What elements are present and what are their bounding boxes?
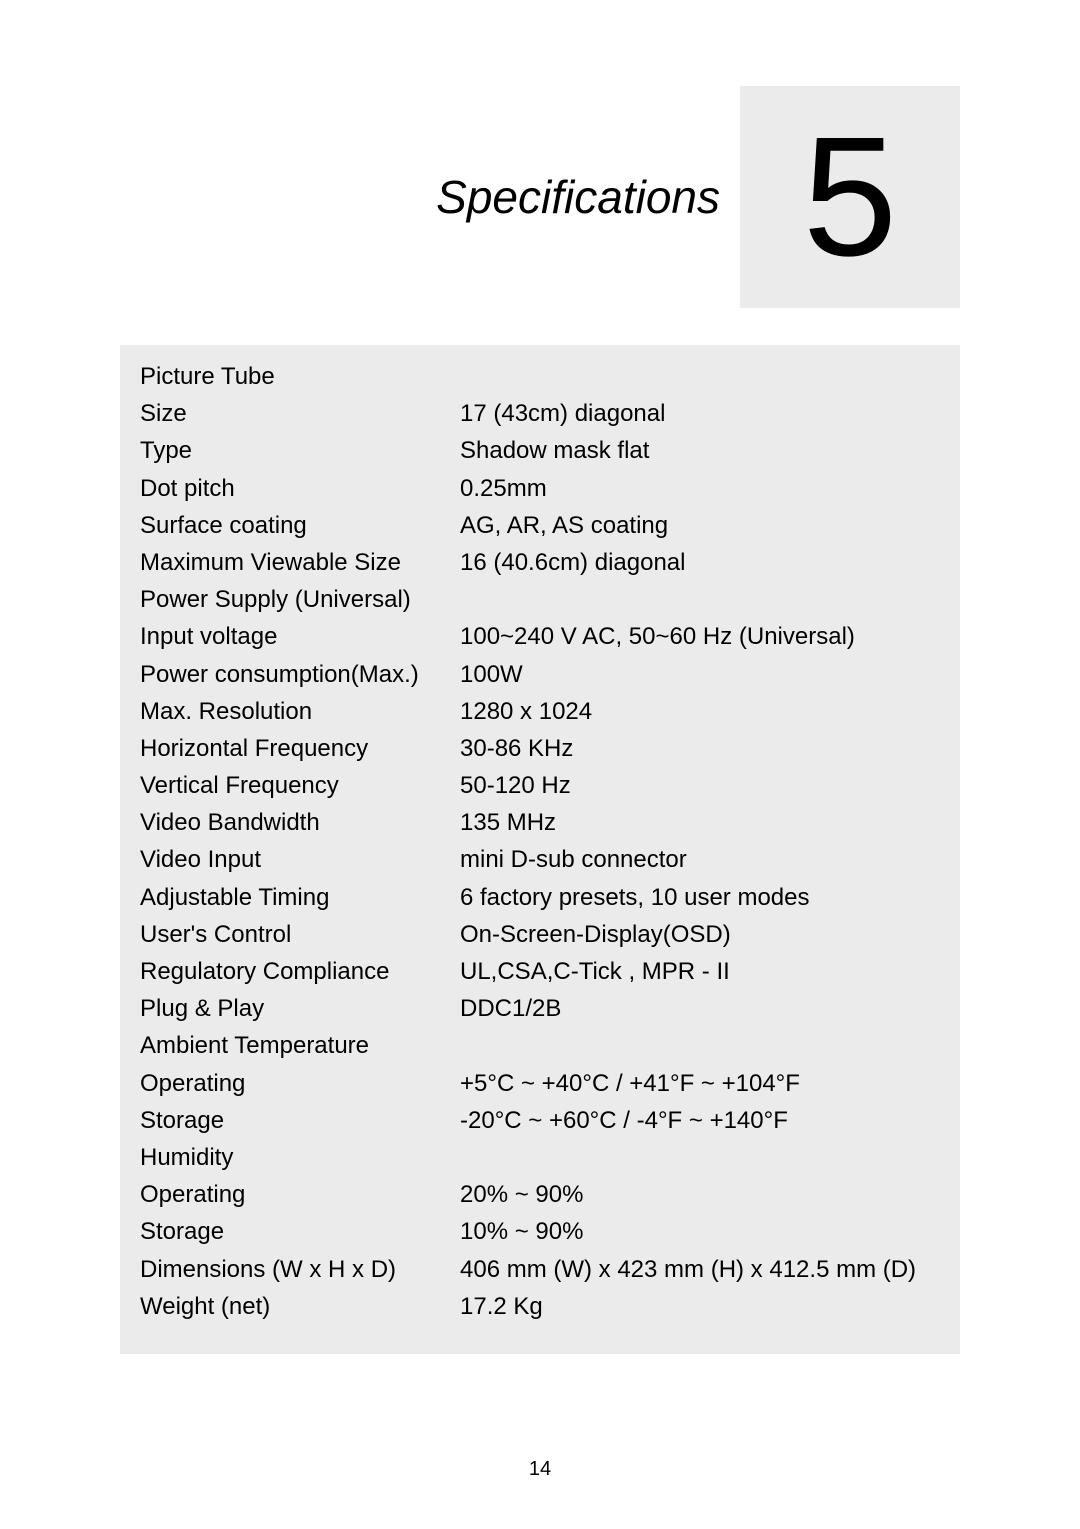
spec-row: Size17 (43cm) diagonal [140, 398, 940, 429]
spec-row: Maximum Viewable Size16 (40.6cm) diagona… [140, 547, 940, 578]
specifications-table: Picture TubeSize17 (43cm) diagonalTypeSh… [120, 345, 960, 1354]
spec-label: Operating [140, 1179, 460, 1210]
spec-label: Maximum Viewable Size [140, 547, 460, 578]
page-number: 14 [529, 1458, 551, 1481]
spec-row: Storage-20°C ~ +60°C / -4°F ~ +140°F [140, 1105, 940, 1136]
spec-row: Weight (net)17.2 Kg [140, 1291, 940, 1322]
spec-value [460, 1142, 940, 1173]
spec-label: User's Control [140, 919, 460, 950]
spec-value: 100~240 V AC, 50~60 Hz (Universal) [460, 621, 940, 652]
spec-value: +5°C ~ +40°C / +41°F ~ +104°F [460, 1068, 940, 1099]
spec-row: Max. Resolution1280 x 1024 [140, 696, 940, 727]
spec-row: Storage10% ~ 90% [140, 1216, 940, 1247]
spec-row: Power consumption(Max.)100W [140, 659, 940, 690]
spec-label: Surface coating [140, 510, 460, 541]
chapter-title: Specifications [436, 170, 720, 224]
spec-row: Regulatory ComplianceUL,CSA,C-Tick , MPR… [140, 956, 940, 987]
spec-row: Plug & PlayDDC1/2B [140, 993, 940, 1024]
spec-row: Humidity [140, 1142, 940, 1173]
spec-label: Plug & Play [140, 993, 460, 1024]
spec-row: Ambient Temperature [140, 1030, 940, 1061]
spec-row: Operating20% ~ 90% [140, 1179, 940, 1210]
spec-label: Size [140, 398, 460, 429]
spec-row: Adjustable Timing6 factory presets, 10 u… [140, 882, 940, 913]
spec-label: Input voltage [140, 621, 460, 652]
spec-label: Storage [140, 1216, 460, 1247]
spec-label: Power Supply (Universal) [140, 584, 460, 615]
spec-value: 50-120 Hz [460, 770, 940, 801]
spec-value: AG, AR, AS coating [460, 510, 940, 541]
spec-label: Weight (net) [140, 1291, 460, 1322]
spec-label: Vertical Frequency [140, 770, 460, 801]
spec-row: Surface coatingAG, AR, AS coating [140, 510, 940, 541]
spec-label: Power consumption(Max.) [140, 659, 460, 690]
spec-label: Regulatory Compliance [140, 956, 460, 987]
chapter-number: 5 [803, 99, 898, 295]
spec-value: 17 (43cm) diagonal [460, 398, 940, 429]
spec-label: Dimensions (W x H x D) [140, 1254, 460, 1285]
spec-label: Picture Tube [140, 361, 460, 392]
spec-row: Operating+5°C ~ +40°C / +41°F ~ +104°F [140, 1068, 940, 1099]
spec-row: Video Bandwidth135 MHz [140, 807, 940, 838]
spec-value: 1280 x 1024 [460, 696, 940, 727]
spec-label: Humidity [140, 1142, 460, 1173]
spec-row: Picture Tube [140, 361, 940, 392]
spec-value: DDC1/2B [460, 993, 940, 1024]
spec-label: Operating [140, 1068, 460, 1099]
spec-value: 10% ~ 90% [460, 1216, 940, 1247]
spec-row: Input voltage100~240 V AC, 50~60 Hz (Uni… [140, 621, 940, 652]
spec-value: On-Screen-Display(OSD) [460, 919, 940, 950]
spec-row: Horizontal Frequency30-86 KHz [140, 733, 940, 764]
spec-value: UL,CSA,C-Tick , MPR - II [460, 956, 940, 987]
spec-value [460, 361, 940, 392]
spec-row: Power Supply (Universal) [140, 584, 940, 615]
spec-value: 17.2 Kg [460, 1291, 940, 1322]
spec-label: Ambient Temperature [140, 1030, 460, 1061]
spec-value: 406 mm (W) x 423 mm (H) x 412.5 mm (D) [460, 1254, 940, 1285]
spec-value: 0.25mm [460, 473, 940, 504]
spec-label: Video Bandwidth [140, 807, 460, 838]
spec-value: 135 MHz [460, 807, 940, 838]
spec-value [460, 584, 940, 615]
spec-value: Shadow mask flat [460, 435, 940, 466]
spec-label: Adjustable Timing [140, 882, 460, 913]
spec-row: Vertical Frequency50-120 Hz [140, 770, 940, 801]
spec-value: 6 factory presets, 10 user modes [460, 882, 940, 913]
spec-label: Max. Resolution [140, 696, 460, 727]
spec-value [460, 1030, 940, 1061]
spec-row: User's ControlOn-Screen-Display(OSD) [140, 919, 940, 950]
spec-label: Horizontal Frequency [140, 733, 460, 764]
spec-row: Dot pitch0.25mm [140, 473, 940, 504]
chapter-number-box: 5 [740, 86, 960, 308]
spec-row: Video Inputmini D-sub connector [140, 844, 940, 875]
spec-value: 16 (40.6cm) diagonal [460, 547, 940, 578]
spec-label: Dot pitch [140, 473, 460, 504]
spec-value: 20% ~ 90% [460, 1179, 940, 1210]
spec-label: Type [140, 435, 460, 466]
spec-row: TypeShadow mask flat [140, 435, 940, 466]
spec-label: Storage [140, 1105, 460, 1136]
spec-value: 30-86 KHz [460, 733, 940, 764]
spec-value: mini D-sub connector [460, 844, 940, 875]
spec-value: 100W [460, 659, 940, 690]
spec-row: Dimensions (W x H x D)406 mm (W) x 423 m… [140, 1254, 940, 1285]
spec-label: Video Input [140, 844, 460, 875]
spec-value: -20°C ~ +60°C / -4°F ~ +140°F [460, 1105, 940, 1136]
